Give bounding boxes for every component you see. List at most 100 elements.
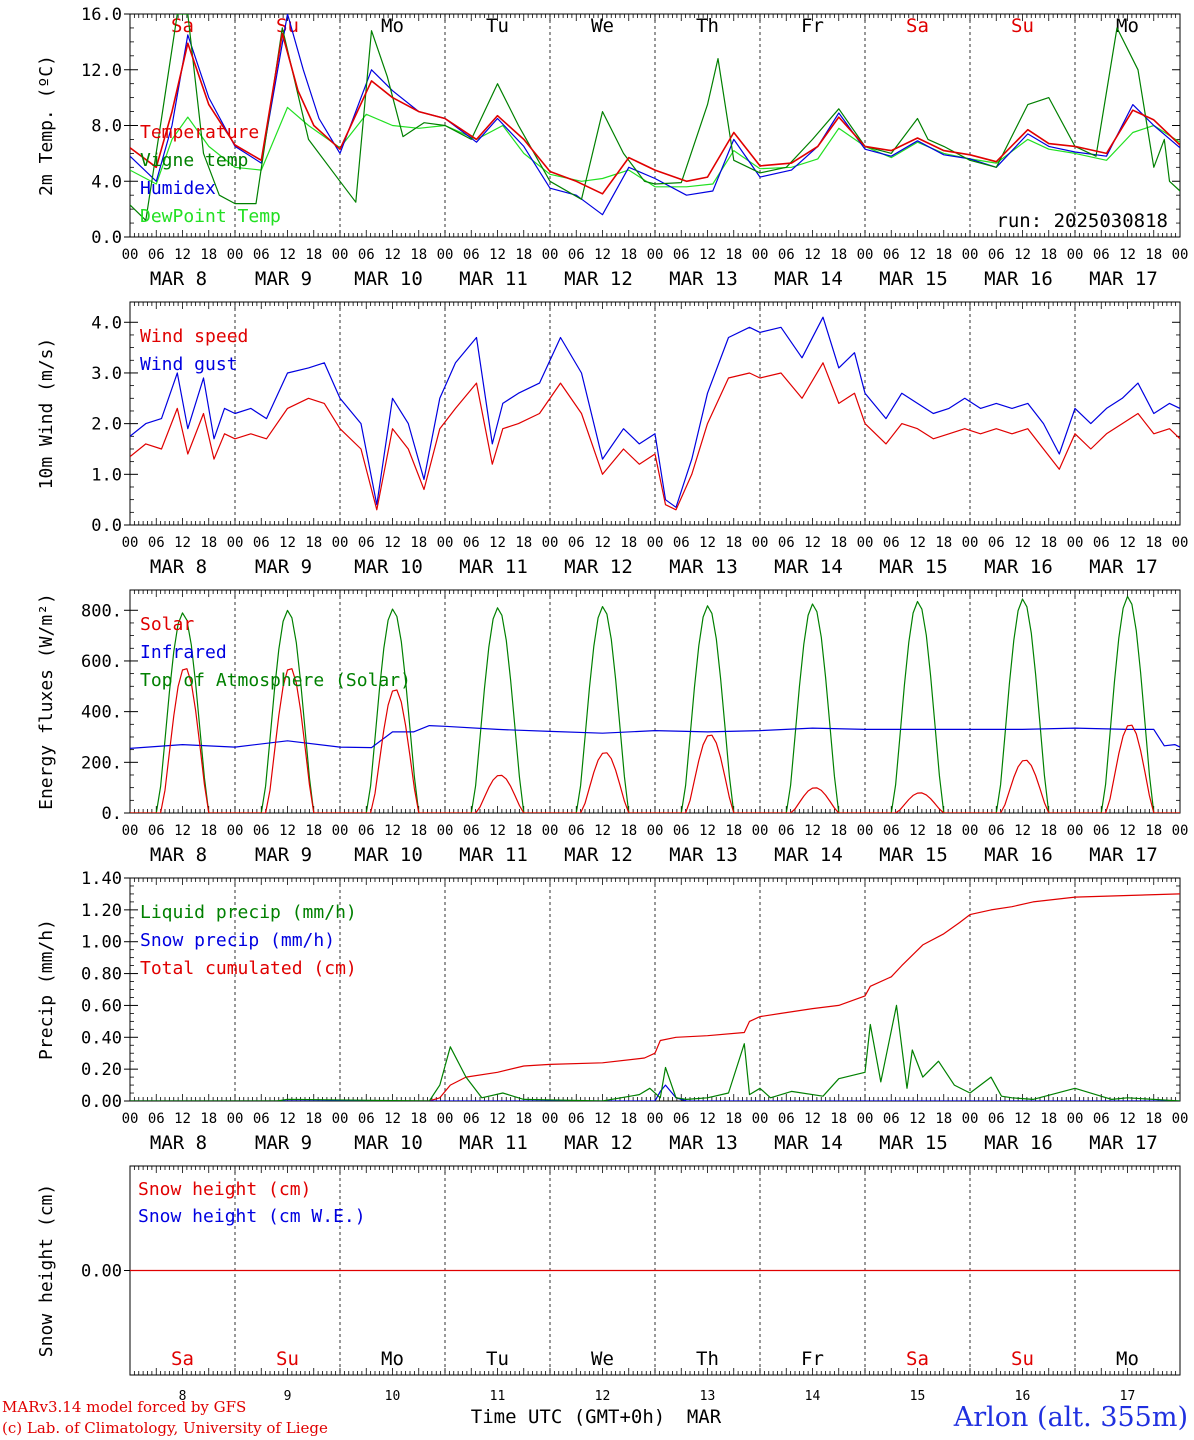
date-label: MAR 17	[1089, 268, 1158, 290]
hour-tick-label: 00	[437, 1111, 454, 1127]
legend-humidex: Humidex	[140, 178, 216, 199]
hour-tick-label: 00	[1172, 535, 1189, 551]
date-label: MAR 15	[879, 268, 948, 290]
hour-tick-label: 18	[830, 823, 847, 839]
hour-tick-label: 12	[174, 1111, 191, 1127]
hour-tick-label: 00	[122, 1111, 139, 1127]
panel-temp: 0.0 4.0 8.0 12.0 16.0 2m Temp. (ºC) 00 06 12 18 MA…	[36, 5, 1188, 290]
day-number-label: 17	[1120, 1389, 1136, 1404]
legend-infrared: Infrared	[140, 642, 227, 663]
hour-tick-label: 00	[542, 247, 559, 263]
hour-tick-label: 06	[568, 535, 585, 551]
day-name-label: Fr	[801, 1348, 824, 1370]
hour-tick-label: 06	[988, 247, 1005, 263]
hour-tick-label: 06	[463, 247, 480, 263]
y-axis-label: Energy fluxes (W/m²)	[36, 593, 57, 810]
hour-tick-label: 18	[305, 1111, 322, 1127]
date-label: MAR 11	[459, 556, 528, 578]
hour-tick-label: 18	[1145, 535, 1162, 551]
hour-tick-label: 12	[909, 1111, 926, 1127]
hour-tick-label: 00	[1067, 247, 1084, 263]
hour-tick-label: 00	[542, 535, 559, 551]
panel-snow: 0.00 Snow height (cm) Sa 8 Su 9 Mo 10 Tu 11 We 12 Th…	[36, 1165, 1181, 1428]
y-tick-label: 2.0	[91, 415, 122, 435]
y-axis-label: Snow height (cm)	[36, 1184, 57, 1357]
y-axis-label: 10m Wind (m/s)	[36, 338, 57, 490]
hour-tick-label: 00	[437, 535, 454, 551]
series-line-liquid-precip-mm-h	[130, 1004, 1180, 1101]
date-label: MAR 8	[150, 1132, 207, 1154]
x-axis-month: MAR	[687, 1406, 722, 1428]
date-label: MAR 17	[1089, 844, 1158, 866]
hour-tick-label: 12	[489, 247, 506, 263]
day-name-label: Tu	[486, 1348, 509, 1370]
hour-tick-label: 12	[594, 535, 611, 551]
hour-tick-label: 18	[515, 535, 532, 551]
y-tick-label: 4.0	[91, 172, 122, 192]
hour-tick-label: 00	[647, 247, 664, 263]
date-label: MAR 11	[459, 268, 528, 290]
hour-tick-label: 00	[437, 823, 454, 839]
date-label: MAR 16	[984, 556, 1053, 578]
hour-tick-label: 18	[1145, 823, 1162, 839]
hour-tick-label: 12	[489, 1111, 506, 1127]
panel-energy: 0. 200. 400. 600. 800. Energy fluxes (W/m²) 00…	[36, 589, 1188, 866]
hour-tick-label: 06	[253, 535, 270, 551]
hour-tick-label: 00	[752, 535, 769, 551]
hour-tick-label: 00	[857, 535, 874, 551]
date-label: MAR 9	[255, 1132, 312, 1154]
date-label: MAR 16	[984, 268, 1053, 290]
hour-tick-label: 06	[1093, 247, 1110, 263]
date-label: MAR 14	[774, 1132, 843, 1154]
hour-tick-label: 00	[1067, 535, 1084, 551]
hour-tick-label: 00	[1172, 247, 1189, 263]
date-label: MAR 13	[669, 556, 738, 578]
y-tick-label: 0.40	[81, 1028, 122, 1048]
date-label: MAR 13	[669, 844, 738, 866]
hour-tick-label: 06	[148, 535, 165, 551]
hour-tick-label: 00	[962, 247, 979, 263]
series-group	[130, 893, 1180, 1101]
hour-tick-label: 00	[332, 1111, 349, 1127]
hour-tick-label: 00	[1067, 823, 1084, 839]
hour-tick-label: 12	[1014, 247, 1031, 263]
date-label: MAR 17	[1089, 1132, 1158, 1154]
day-name-label: Mo	[1116, 15, 1139, 37]
hour-tick-label: 12	[594, 1111, 611, 1127]
series-line-wind-speed	[130, 362, 1180, 511]
day-name-label: Mo	[1116, 1348, 1139, 1370]
hour-tick-label: 12	[1119, 823, 1136, 839]
date-label: MAR 8	[150, 556, 207, 578]
hour-tick-label: 06	[568, 247, 585, 263]
hour-tick-label: 00	[122, 823, 139, 839]
date-label: MAR 13	[669, 1132, 738, 1154]
date-label: MAR 11	[459, 844, 528, 866]
date-label: MAR 14	[774, 556, 843, 578]
legend-total-cumulated-cm: Total cumulated (cm)	[140, 958, 357, 979]
date-label: MAR 12	[564, 268, 633, 290]
day-number-label: 15	[910, 1389, 926, 1404]
hour-tick-label: 12	[1119, 535, 1136, 551]
date-label: MAR 16	[984, 1132, 1053, 1154]
day-number-label: 10	[385, 1389, 401, 1404]
hour-tick-label: 00	[857, 823, 874, 839]
hour-tick-label: 12	[804, 535, 821, 551]
date-label: MAR 10	[354, 844, 423, 866]
date-label: MAR 10	[354, 1132, 423, 1154]
y-tick-label: 1.20	[81, 901, 122, 921]
hour-tick-label: 06	[253, 823, 270, 839]
hour-tick-label: 12	[699, 823, 716, 839]
series-line-wind-gust	[130, 316, 1180, 508]
hour-tick-label: 00	[332, 823, 349, 839]
lab-credit: (c) Lab. of Climatology, University of L…	[2, 1419, 328, 1437]
hour-tick-label: 18	[410, 823, 427, 839]
hour-tick-label: 18	[1040, 823, 1057, 839]
hour-tick-label: 18	[410, 535, 427, 551]
hour-tick-label: 00	[332, 535, 349, 551]
hour-tick-label: 18	[1145, 247, 1162, 263]
hour-tick-label: 18	[305, 247, 322, 263]
y-tick-label: 0.20	[81, 1060, 122, 1080]
hour-tick-label: 12	[699, 247, 716, 263]
hour-tick-label: 12	[1014, 1111, 1031, 1127]
day-number-label: 14	[805, 1389, 821, 1404]
